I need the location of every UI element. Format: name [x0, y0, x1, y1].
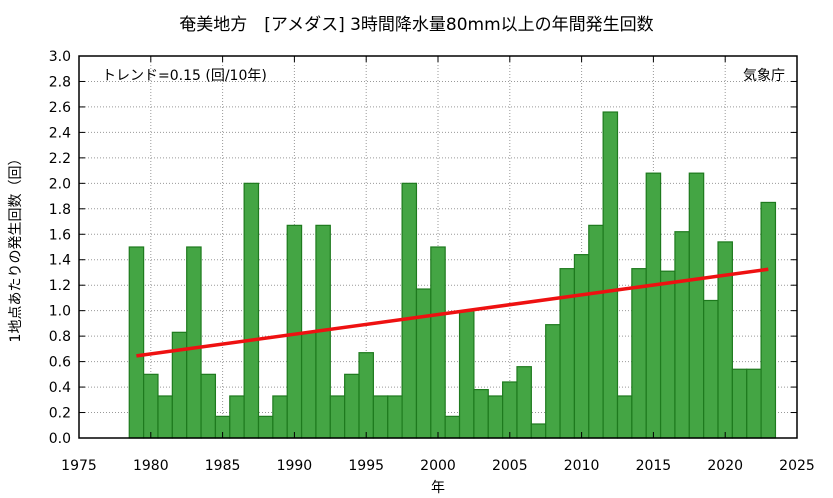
bar	[688, 172, 705, 439]
bar	[530, 423, 547, 439]
bar	[329, 395, 346, 439]
bar	[415, 288, 432, 439]
y-tick-label: 2.4	[49, 125, 71, 141]
y-tick-label: 1.8	[49, 202, 71, 218]
y-tick-label: 1.6	[49, 227, 71, 243]
bar	[200, 373, 217, 439]
bar	[272, 395, 288, 439]
bar	[746, 368, 762, 439]
y-tick-label: 1.4	[49, 253, 71, 269]
bar	[387, 395, 403, 439]
bar	[674, 231, 690, 439]
x-tick-label: 2005	[492, 458, 528, 474]
bar	[286, 224, 303, 439]
y-tick-label: 0.0	[49, 431, 71, 447]
bar	[545, 324, 561, 439]
x-tick-label: 2020	[707, 458, 743, 474]
y-tick-label: 2.8	[49, 74, 71, 90]
bar	[344, 373, 360, 439]
x-axis-label: 年	[431, 480, 445, 496]
bar	[602, 111, 619, 439]
bar	[659, 270, 676, 439]
bar	[616, 395, 633, 439]
trend-layer	[136, 267, 769, 358]
x-tick-label: 1995	[348, 458, 384, 474]
bar	[229, 395, 245, 439]
bar	[559, 268, 576, 439]
bar	[243, 182, 260, 439]
bar	[631, 268, 647, 439]
y-tick-label: 2.6	[49, 100, 71, 116]
y-tick-label: 2.2	[49, 151, 71, 167]
bar	[257, 415, 274, 439]
x-tick-label: 1980	[133, 458, 169, 474]
y-tick-label: 2.0	[49, 176, 71, 192]
bar	[186, 246, 202, 439]
chart-title: 奄美地方 [アメダス] 3時間降水量80mm以上の年間発生回数	[179, 15, 654, 35]
y-tick-label: 0.4	[49, 380, 71, 396]
bar	[502, 381, 518, 439]
x-tick-label: 1985	[205, 458, 241, 474]
bar	[717, 241, 733, 439]
x-tick-label: 2010	[564, 458, 600, 474]
x-tick-label: 2025	[779, 458, 815, 474]
bar	[430, 246, 446, 439]
bar	[372, 395, 389, 439]
bar	[760, 201, 777, 439]
bar	[645, 172, 662, 439]
bar	[458, 310, 475, 439]
bar	[473, 389, 489, 439]
source-label: 気象庁	[743, 68, 785, 84]
y-tick-label: 3.0	[49, 49, 71, 65]
bar	[358, 352, 374, 439]
x-tick-label: 1990	[277, 458, 313, 474]
x-tick-label: 1975	[61, 458, 97, 474]
bar	[157, 395, 173, 439]
labels-layer: 0.0 0.2 0.4 0.6 0.8 1.0 1.2 1.4 1.6 1.8 2.0 2.2 2.4 2…	[49, 49, 815, 474]
bar	[703, 299, 719, 439]
bar	[731, 368, 748, 439]
y-tick-label: 0.8	[49, 329, 71, 345]
x-tick-label: 2000	[420, 458, 456, 474]
y-tick-label: 1.2	[49, 278, 71, 294]
bar	[516, 366, 532, 439]
trend-line	[136, 267, 769, 358]
ticks-layer	[78, 55, 798, 439]
x-tick-label: 2015	[636, 458, 672, 474]
y-tick-label: 1.0	[49, 304, 71, 320]
bar	[444, 415, 461, 439]
bar	[588, 224, 604, 439]
bar	[573, 254, 590, 439]
bar	[487, 395, 504, 439]
bar	[128, 246, 145, 439]
y-axis-label: 1地点あたりの発生回数（回）	[8, 152, 24, 343]
y-tick-label: 0.6	[49, 355, 71, 371]
trend-label: トレンド=0.15 (回/10年)	[102, 68, 267, 84]
bar	[401, 182, 418, 439]
bars-layer	[128, 111, 777, 439]
bar	[300, 331, 317, 439]
bar	[143, 373, 159, 439]
y-tick-label: 0.2	[49, 406, 71, 422]
